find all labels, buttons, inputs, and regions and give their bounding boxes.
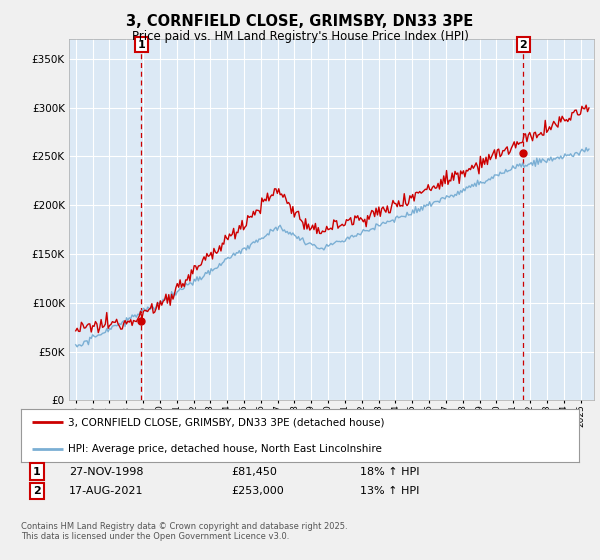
Text: 27-NOV-1998: 27-NOV-1998	[69, 466, 143, 477]
Text: 18% ↑ HPI: 18% ↑ HPI	[360, 466, 419, 477]
Text: 3, CORNFIELD CLOSE, GRIMSBY, DN33 3PE (detached house): 3, CORNFIELD CLOSE, GRIMSBY, DN33 3PE (d…	[68, 417, 385, 427]
Text: 2: 2	[33, 486, 41, 496]
Text: £81,450: £81,450	[231, 466, 277, 477]
Text: 17-AUG-2021: 17-AUG-2021	[69, 486, 143, 496]
Text: Contains HM Land Registry data © Crown copyright and database right 2025.
This d: Contains HM Land Registry data © Crown c…	[21, 522, 347, 542]
Text: Price paid vs. HM Land Registry's House Price Index (HPI): Price paid vs. HM Land Registry's House …	[131, 30, 469, 43]
Text: 1: 1	[137, 40, 145, 50]
Text: 3, CORNFIELD CLOSE, GRIMSBY, DN33 3PE: 3, CORNFIELD CLOSE, GRIMSBY, DN33 3PE	[127, 14, 473, 29]
Text: 13% ↑ HPI: 13% ↑ HPI	[360, 486, 419, 496]
Text: 2: 2	[520, 40, 527, 50]
Text: HPI: Average price, detached house, North East Lincolnshire: HPI: Average price, detached house, Nort…	[68, 444, 382, 454]
Text: £253,000: £253,000	[231, 486, 284, 496]
Text: 1: 1	[33, 466, 41, 477]
